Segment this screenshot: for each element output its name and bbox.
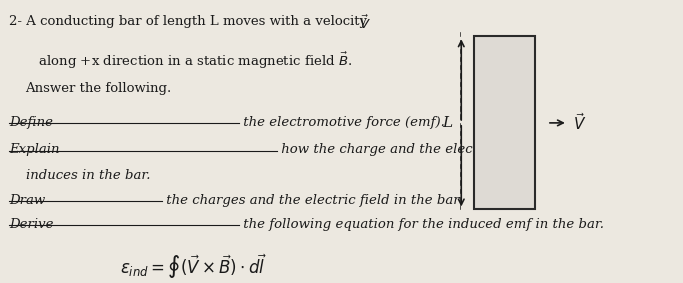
Text: the charges and the electric field in the bar: the charges and the electric field in th… xyxy=(163,194,460,207)
Text: Draw: Draw xyxy=(10,194,46,207)
Text: how the charge and the electric field: how the charge and the electric field xyxy=(277,143,530,156)
Text: Define: Define xyxy=(10,116,53,129)
Text: Derive: Derive xyxy=(10,218,54,231)
Text: the following equation for the induced emf in the bar.: the following equation for the induced e… xyxy=(239,218,604,231)
Bar xyxy=(473,37,535,209)
Text: Explain: Explain xyxy=(10,143,60,156)
Text: Answer the following.: Answer the following. xyxy=(25,82,171,95)
Text: $\vec{V}$: $\vec{V}$ xyxy=(359,15,370,32)
Text: $\varepsilon_{ind} = \oint(\vec{V} \times \vec{B})\cdot d\vec{l}$: $\varepsilon_{ind} = \oint(\vec{V} \time… xyxy=(120,253,267,281)
Text: induces in the bar.: induces in the bar. xyxy=(25,169,150,181)
Text: L: L xyxy=(443,116,453,130)
Text: 2- A conducting bar of length L moves with a velocity: 2- A conducting bar of length L moves wi… xyxy=(10,15,372,28)
Text: the electromotive force (emf).: the electromotive force (emf). xyxy=(239,116,445,129)
Text: along +x direction in a static magnetic field $\vec{B}$.: along +x direction in a static magnetic … xyxy=(25,51,352,71)
Text: $\vec{V}$: $\vec{V}$ xyxy=(573,112,586,133)
